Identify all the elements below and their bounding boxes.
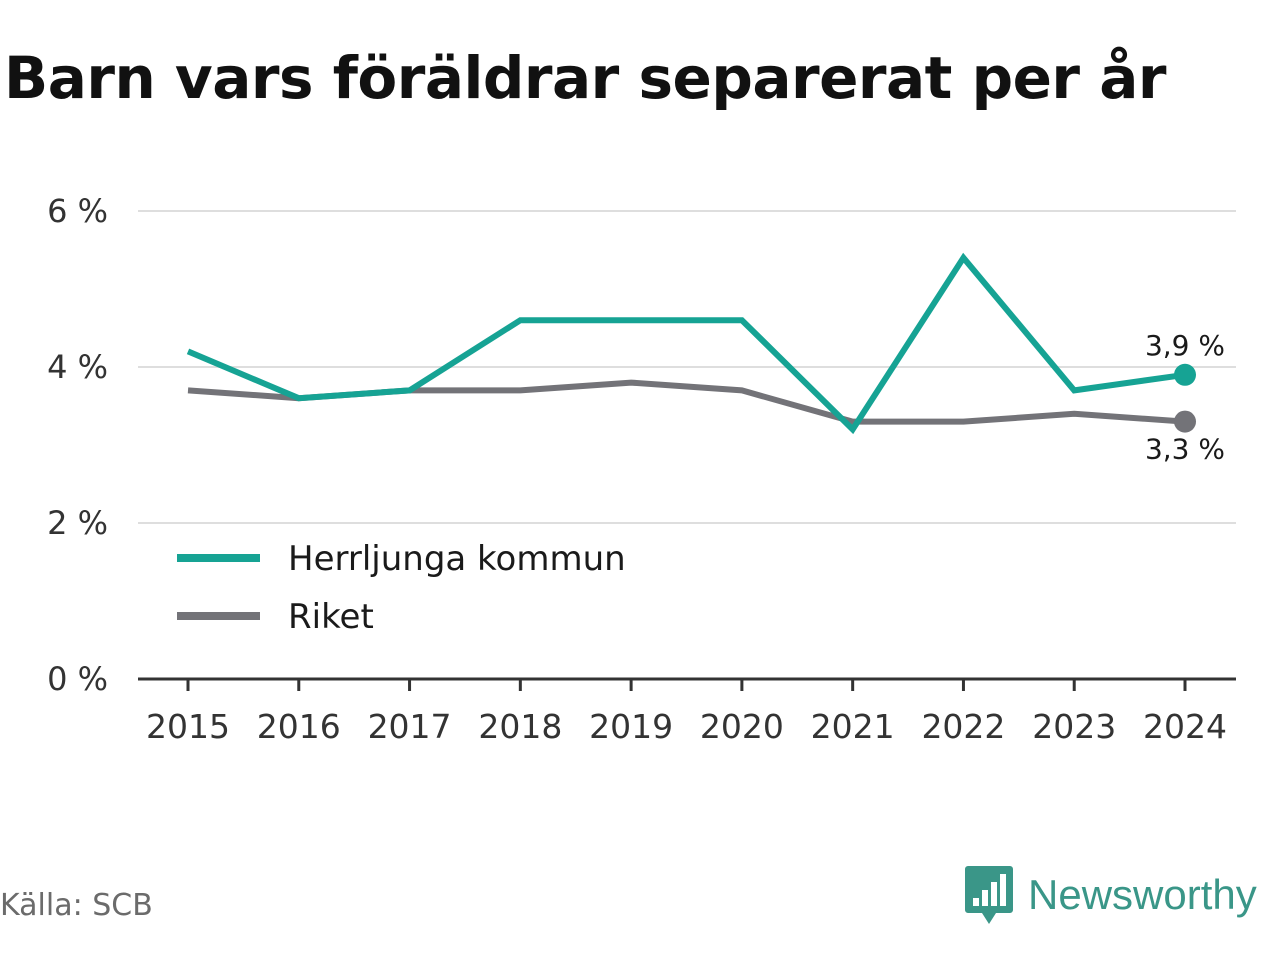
x-tick-label: 2023 [1032,707,1116,746]
y-tick-label: 6 % [47,192,108,230]
series-end-point [1174,363,1196,386]
source-label: Källa: SCB [0,888,153,923]
chart-title: Barn vars föräldrar separerat per år [4,44,1166,112]
y-tick-label: 2 % [47,504,108,542]
end-label-riket: 3,3 % [1145,433,1225,466]
brand-name: Newsworthy [1028,871,1257,918]
x-tick-label: 2021 [811,707,895,746]
brand-logo: Newsworthy [964,864,1257,926]
x-axis: 2015 2016 2017 2018 2019 2020 2021 2022 2023 2024 [138,677,1236,746]
series-line-riket [187,379,1186,425]
x-tick-label: 2020 [700,707,784,746]
end-label-herrljunga: 3,9 % [1145,329,1225,362]
series-lines: 3,9 % 3,3 % [186,252,1225,466]
x-tick-label: 2016 [257,707,341,746]
y-axis-ticks: 0 % 2 % 4 % 6 % [47,192,108,698]
x-tick-label: 2018 [478,707,562,746]
y-tick-label: 4 % [47,348,108,386]
x-tick-label: 2024 [1143,707,1227,746]
legend-box [160,524,660,644]
x-tick-label: 2019 [589,707,673,746]
legend-label: Herrljunga kommun [288,539,626,579]
x-tick-label: 2022 [921,707,1005,746]
x-tick-label: 2015 [146,707,230,746]
newsworthy-logo-icon [965,866,1013,924]
grid-lines [138,210,1236,524]
series-end-point [1174,410,1196,433]
legend-background [160,524,660,644]
x-tick-label: 2017 [368,707,452,746]
series-line-herrljunga [186,252,1186,435]
legend-label: Riket [288,597,374,637]
legend: Herrljunga kommun Riket [177,539,626,637]
y-tick-label: 0 % [47,660,108,698]
